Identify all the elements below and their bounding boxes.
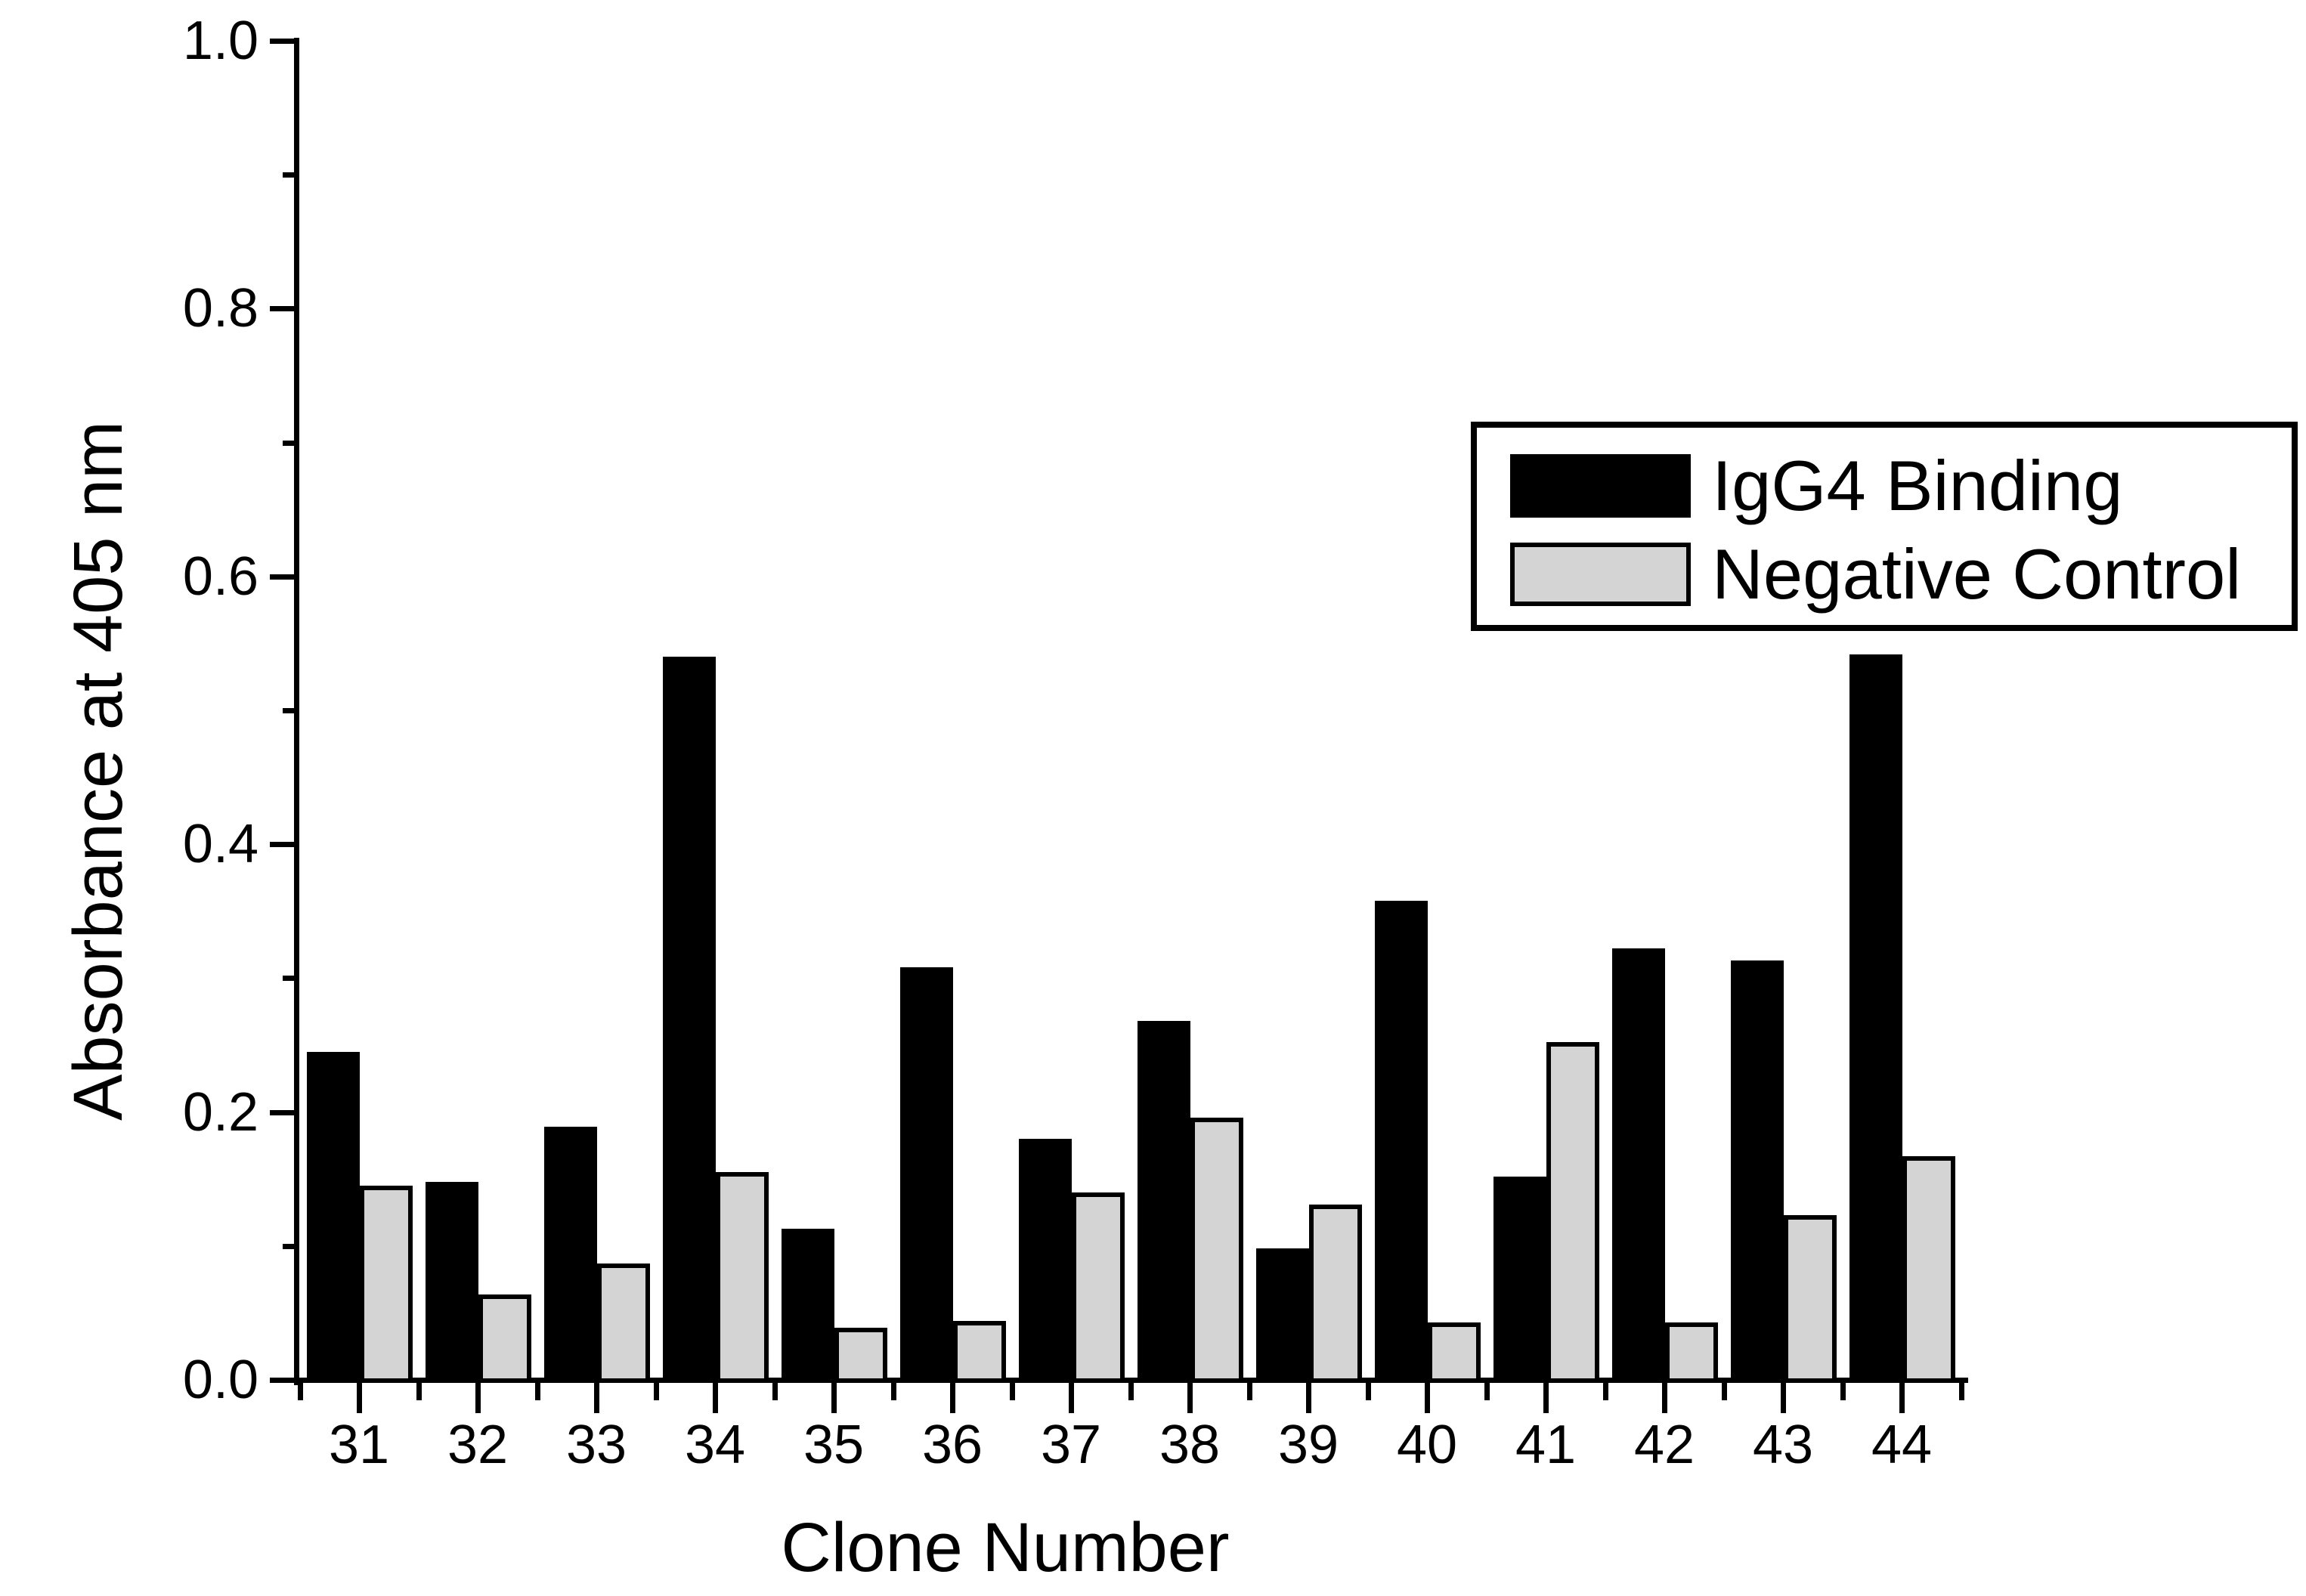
x-tick-label: 37: [1040, 1415, 1102, 1475]
bar-negative-control-clone-44: [1902, 1156, 1955, 1383]
y-major-tick: [270, 1109, 299, 1115]
bar-negative-control-clone-34: [716, 1172, 769, 1383]
bar-igg4-binding-clone-44: [1849, 654, 1902, 1383]
x-major-tick: [1899, 1383, 1905, 1413]
x-tick-label: 32: [447, 1415, 509, 1475]
legend-row-igg4: IgG4 Binding: [1477, 448, 2292, 524]
y-tick-label: 1.0: [182, 11, 258, 71]
bar-igg4-binding-clone-40: [1375, 900, 1428, 1383]
x-major-tick: [1543, 1383, 1549, 1413]
bar-igg4-binding-clone-34: [663, 657, 716, 1383]
x-minor-tick: [1246, 1383, 1252, 1400]
y-major-tick: [270, 1378, 299, 1383]
y-tick-label: 0.2: [182, 1081, 258, 1143]
bar-igg4-binding-clone-33: [544, 1127, 597, 1383]
x-major-tick: [1306, 1383, 1311, 1413]
bar-igg4-binding-clone-38: [1138, 1021, 1190, 1383]
x-minor-tick: [1009, 1383, 1015, 1400]
x-major-tick: [1069, 1383, 1074, 1413]
y-minor-tick: [283, 440, 299, 446]
bar-negative-control-clone-38: [1190, 1117, 1243, 1383]
y-tick-label: 0.4: [182, 814, 258, 875]
x-minor-tick: [1721, 1383, 1727, 1400]
bar-negative-control-clone-42: [1665, 1322, 1718, 1383]
x-tick-label: 31: [328, 1415, 390, 1475]
x-tick-label: 42: [1633, 1415, 1695, 1475]
x-minor-tick: [1128, 1383, 1134, 1400]
y-tick-label: 0.0: [182, 1350, 258, 1410]
x-major-tick: [594, 1383, 599, 1413]
bar-negative-control-clone-41: [1546, 1042, 1599, 1383]
legend-swatch-igg4-binding: [1510, 454, 1691, 518]
x-minor-tick: [653, 1383, 659, 1400]
x-major-tick: [1425, 1383, 1430, 1413]
legend-label-negative-control: Negative Control: [1712, 534, 2242, 614]
bar-negative-control-clone-36: [953, 1321, 1006, 1383]
x-major-tick: [1781, 1383, 1786, 1413]
y-major-tick: [270, 842, 299, 848]
bar-igg4-binding-clone-43: [1731, 960, 1784, 1383]
bar-igg4-binding-clone-31: [307, 1051, 360, 1383]
bar-negative-control-clone-43: [1784, 1215, 1837, 1383]
x-minor-tick: [772, 1383, 778, 1400]
bar-negative-control-clone-40: [1428, 1322, 1481, 1383]
x-tick-label: 34: [684, 1415, 746, 1475]
x-major-tick: [357, 1383, 362, 1413]
y-axis-title: Absorbance at 405 nm: [60, 421, 137, 1121]
bar-negative-control-clone-33: [597, 1263, 650, 1383]
x-major-tick: [475, 1383, 481, 1413]
legend-swatch-negative-control: [1510, 543, 1691, 606]
x-minor-tick: [1365, 1383, 1371, 1400]
bar-igg4-binding-clone-36: [900, 967, 953, 1383]
bar-negative-control-clone-31: [360, 1186, 413, 1383]
x-tick-label: 40: [1396, 1415, 1458, 1475]
x-major-tick: [950, 1383, 955, 1413]
x-minor-tick: [297, 1383, 303, 1400]
bar-negative-control-clone-39: [1309, 1204, 1362, 1383]
x-major-tick: [831, 1383, 837, 1413]
x-axis-line: [294, 1378, 1968, 1383]
y-tick-label: 0.6: [182, 546, 258, 607]
x-tick-label: 43: [1752, 1415, 1814, 1475]
y-minor-tick: [283, 172, 299, 178]
y-major-tick: [270, 39, 299, 44]
bar-negative-control-clone-32: [478, 1294, 531, 1383]
x-minor-tick: [1958, 1383, 1964, 1400]
y-minor-tick: [283, 976, 299, 982]
x-minor-tick: [1484, 1383, 1490, 1400]
x-tick-label: 35: [803, 1415, 865, 1475]
bar-igg4-binding-clone-39: [1256, 1248, 1309, 1383]
x-minor-tick: [416, 1383, 422, 1400]
x-tick-label: 41: [1515, 1415, 1577, 1475]
x-minor-tick: [534, 1383, 540, 1400]
x-major-tick: [713, 1383, 718, 1413]
y-tick-label: 0.8: [182, 278, 258, 339]
x-minor-tick: [1840, 1383, 1846, 1400]
legend-label-igg4-binding: IgG4 Binding: [1712, 446, 2123, 525]
x-major-tick: [1187, 1383, 1193, 1413]
bar-negative-control-clone-35: [834, 1327, 887, 1383]
bar-igg4-binding-clone-41: [1493, 1176, 1546, 1383]
bar-igg4-binding-clone-42: [1612, 948, 1665, 1383]
bar-igg4-binding-clone-37: [1019, 1139, 1072, 1383]
bar-igg4-binding-clone-32: [426, 1181, 478, 1383]
x-tick-label: 36: [921, 1415, 983, 1475]
legend-row-negative-control: Negative Control: [1477, 537, 2292, 612]
x-minor-tick: [890, 1383, 896, 1400]
y-major-tick: [270, 306, 299, 312]
x-tick-label: 38: [1159, 1415, 1221, 1475]
legend: IgG4 Binding Negative Control: [1471, 422, 2298, 631]
x-major-tick: [1662, 1383, 1667, 1413]
x-minor-tick: [1602, 1383, 1608, 1400]
y-minor-tick: [283, 708, 299, 713]
y-major-tick: [270, 574, 299, 580]
bar-negative-control-clone-37: [1072, 1192, 1125, 1383]
x-tick-label: 33: [565, 1415, 627, 1475]
bar-igg4-binding-clone-35: [782, 1228, 834, 1383]
x-tick-label: 39: [1277, 1415, 1339, 1475]
x-axis-title: Clone Number: [781, 1509, 1230, 1586]
x-tick-label: 44: [1871, 1415, 1933, 1475]
y-minor-tick: [283, 1243, 299, 1249]
